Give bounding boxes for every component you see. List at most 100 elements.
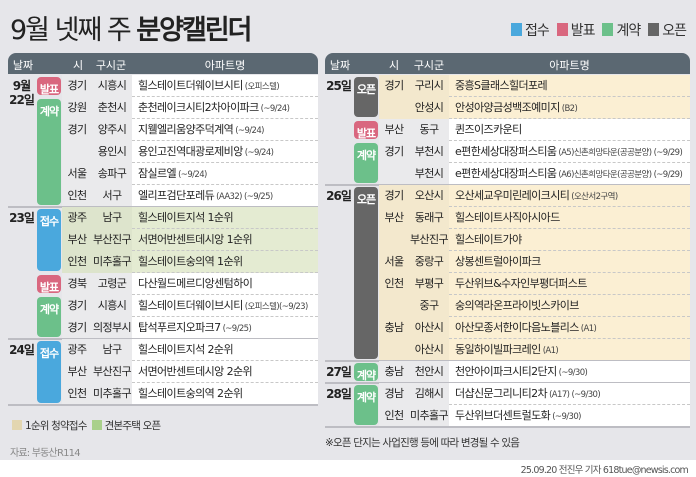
apartment-name: 지웰엘리움양주덕계역 (~9/24) <box>132 119 318 141</box>
district: 천안시 <box>409 361 449 383</box>
apartment-name: 힐스테이트숭의역 1순위 <box>132 251 318 273</box>
city: 경기 <box>62 317 92 339</box>
apartment-name-text: 서면어반센트데시앙 2순위 <box>138 365 253 378</box>
apartment-name-text: 두산위브더센트럴도화 <box>455 409 551 422</box>
table-row: 인천 미추홀구 힐스테이트숭의역 1순위 <box>62 251 318 273</box>
header-name: 아파트명 <box>549 59 590 72</box>
apartment-name-text: 더샵신문그리니티2차 <box>455 387 548 400</box>
city: 경기 <box>62 295 92 317</box>
legend-first-priority: 1순위 청약접수 <box>25 420 87 432</box>
apartment-note: (AA32) (~9/25) <box>216 192 273 202</box>
district: 용인시 <box>92 141 132 163</box>
district: 의정부시 <box>92 317 132 339</box>
table-row: 아산시 동일하이빌파크레인 (A1) <box>379 339 690 361</box>
apartment-name: 탑석푸르지오파크7 (~9/25) <box>132 317 318 339</box>
apartment-note: (A5)신촌희망타운(공공분양) (~9/29) <box>558 148 683 158</box>
table-row: 경기 구리시 중흥S클래스힐더포레 <box>379 75 690 97</box>
status-badge: 계약 <box>37 99 61 205</box>
apartment-name-text: 숭의역라온프라이빗스카이브 <box>455 299 579 312</box>
apartment-name: 더샵신문그리니티2차 (A17) (~9/30) <box>449 383 690 405</box>
apartment-name-text: 지웰엘리움양주덕계역 <box>138 123 234 136</box>
legend-item-contract: 계약 <box>602 20 641 40</box>
page-title: 9월 넷째 주 분양캘린더 <box>10 8 253 47</box>
district: 동구 <box>409 119 449 141</box>
legend-item-announce: 발표 <box>556 20 595 40</box>
source: 자료: 부동산R114 <box>10 448 81 459</box>
district: 서구 <box>92 185 132 207</box>
status-badge: 발표 <box>37 275 61 294</box>
credit: 25.09.20 전진우 기자 618tue@newsis.com <box>520 465 689 476</box>
city: 충남 <box>379 361 409 383</box>
legend-model-house: 견본주택 오픈 <box>104 420 161 432</box>
apartment-name-text: 잠실르엘 <box>138 167 177 180</box>
city: 강원 <box>62 97 92 119</box>
apartment-name: e편한세상대장퍼스티움 (A5)신촌희망타운(공공분양) (~9/29) <box>449 141 690 163</box>
apartment-name-text: 두산위브&수자인부평더퍼스트 <box>455 277 587 290</box>
district: 시흥시 <box>92 75 132 97</box>
apartment-name: 숭의역라온프라이빗스카이브 <box>449 295 690 317</box>
apartment-name-text: 천안아이파크시티2단지 <box>455 365 557 378</box>
city: 경기 <box>62 119 92 141</box>
apartment-note: (~9/24) <box>244 148 274 158</box>
apartment-name: 힐스테이트지석 1순위 <box>132 207 318 229</box>
apartment-note: (A6)신촌희망타운(공공분양) (~9/29) <box>558 170 683 180</box>
table-row: 인천 미추홀구 두산위브더센트럴도화 (~9/30) <box>379 405 690 427</box>
apartment-name-text: 오산세교우미린레이크시티 <box>455 189 570 202</box>
apartment-name: 힐스테이트지석 2순위 <box>132 339 318 361</box>
table-row: 부산 부산진구 서면어반센트데시앙 1순위 <box>62 229 318 251</box>
divider <box>8 404 318 406</box>
status-badge: 접수 <box>37 209 61 271</box>
district: 동래구 <box>409 207 449 229</box>
table-row: 경기 의정부시 탑석푸르지오파크7 (~9/25) <box>62 317 318 339</box>
city: 부산 <box>379 119 409 141</box>
apartment-name-text: e편한세상대장퍼스티움 <box>455 145 557 158</box>
apartment-name: 힐스테이트숭의역 2순위 <box>132 383 318 405</box>
apartment-note: (~9/24) <box>235 126 264 136</box>
apartment-name: 안성아양금성백조예미지 (B2) <box>449 97 690 119</box>
apartment-name: 힐스테이트가야 <box>449 229 690 251</box>
district: 아산시 <box>409 317 449 339</box>
apartment-name-text: 용인고진역대광로제비앙 <box>138 145 243 158</box>
apartment-name-text: 힐스테이트숭의역 1순위 <box>138 255 243 268</box>
divider <box>325 426 690 428</box>
apartment-note: (~9/30) <box>552 412 581 422</box>
district: 아산시 <box>409 339 449 361</box>
apartment-name: 힐스테이트더웨이브시티 (오피스텔) <box>132 75 318 97</box>
district: 시흥시 <box>92 295 132 317</box>
district: 미추홀구 <box>409 405 449 427</box>
table-row: 부산 부산진구 서면어반센트데시앙 2순위 <box>62 361 318 383</box>
apartment-note: (~9/24) <box>178 170 207 180</box>
apartment-note: (A1) <box>542 346 559 356</box>
city: 충남 <box>379 317 409 339</box>
apartment-name: 다산월드메르디앙센텀하이 <box>132 273 318 295</box>
apartment-note: (B2) <box>561 104 578 114</box>
table-row: 서울 중랑구 상봉센트럴아이파크 <box>379 251 690 273</box>
apartment-name-text: 엘리프검단포레듀 <box>138 189 215 202</box>
district: 양주시 <box>92 119 132 141</box>
city: 인천 <box>379 273 409 295</box>
apartment-name-text: 아산모종서한이다음노블리스 <box>455 321 579 334</box>
apartment-note: (오산서2구역) <box>571 192 618 202</box>
district: 미추홀구 <box>92 383 132 405</box>
district: 미추홀구 <box>92 251 132 273</box>
apartment-name: 힐스테이트사직아시아드 <box>449 207 690 229</box>
city: 인천 <box>62 383 92 405</box>
apartment-name-text: 힐스테이트가야 <box>455 233 522 246</box>
apartment-name: 힐스테이트더웨이브시티 (오피스텔)(~9/23) <box>132 295 318 317</box>
city <box>379 163 409 185</box>
table-row: 안성시 안성아양금성백조예미지 (B2) <box>379 97 690 119</box>
district: 중랑구 <box>409 251 449 273</box>
table-row: 경기 오산시 오산세교우미린레이크시티 (오산서2구역) <box>379 185 690 207</box>
legend: 접수 발표 계약 오픈 <box>510 20 687 40</box>
apartment-name-text: 탑석푸르지오파크7 <box>138 321 221 334</box>
table-row: 서울 송파구 잠실르엘 (~9/24) <box>62 163 318 185</box>
apartment-name: 아산모종서한이다음노블리스 (A1) <box>449 317 690 339</box>
apartment-name-text: 퀸즈이즈카운티 <box>455 123 522 136</box>
table-row: 광주 남구 힐스테이트지석 1순위 <box>62 207 318 229</box>
city: 인천 <box>62 185 92 207</box>
table-row: 부산진구 힐스테이트가야 <box>379 229 690 251</box>
district: 춘천시 <box>92 97 132 119</box>
apartment-name: 퀸즈이즈카운티 <box>449 119 690 141</box>
apartment-note: (A17) (~9/30) <box>549 390 601 400</box>
status-badge: 오픈 <box>354 77 378 117</box>
